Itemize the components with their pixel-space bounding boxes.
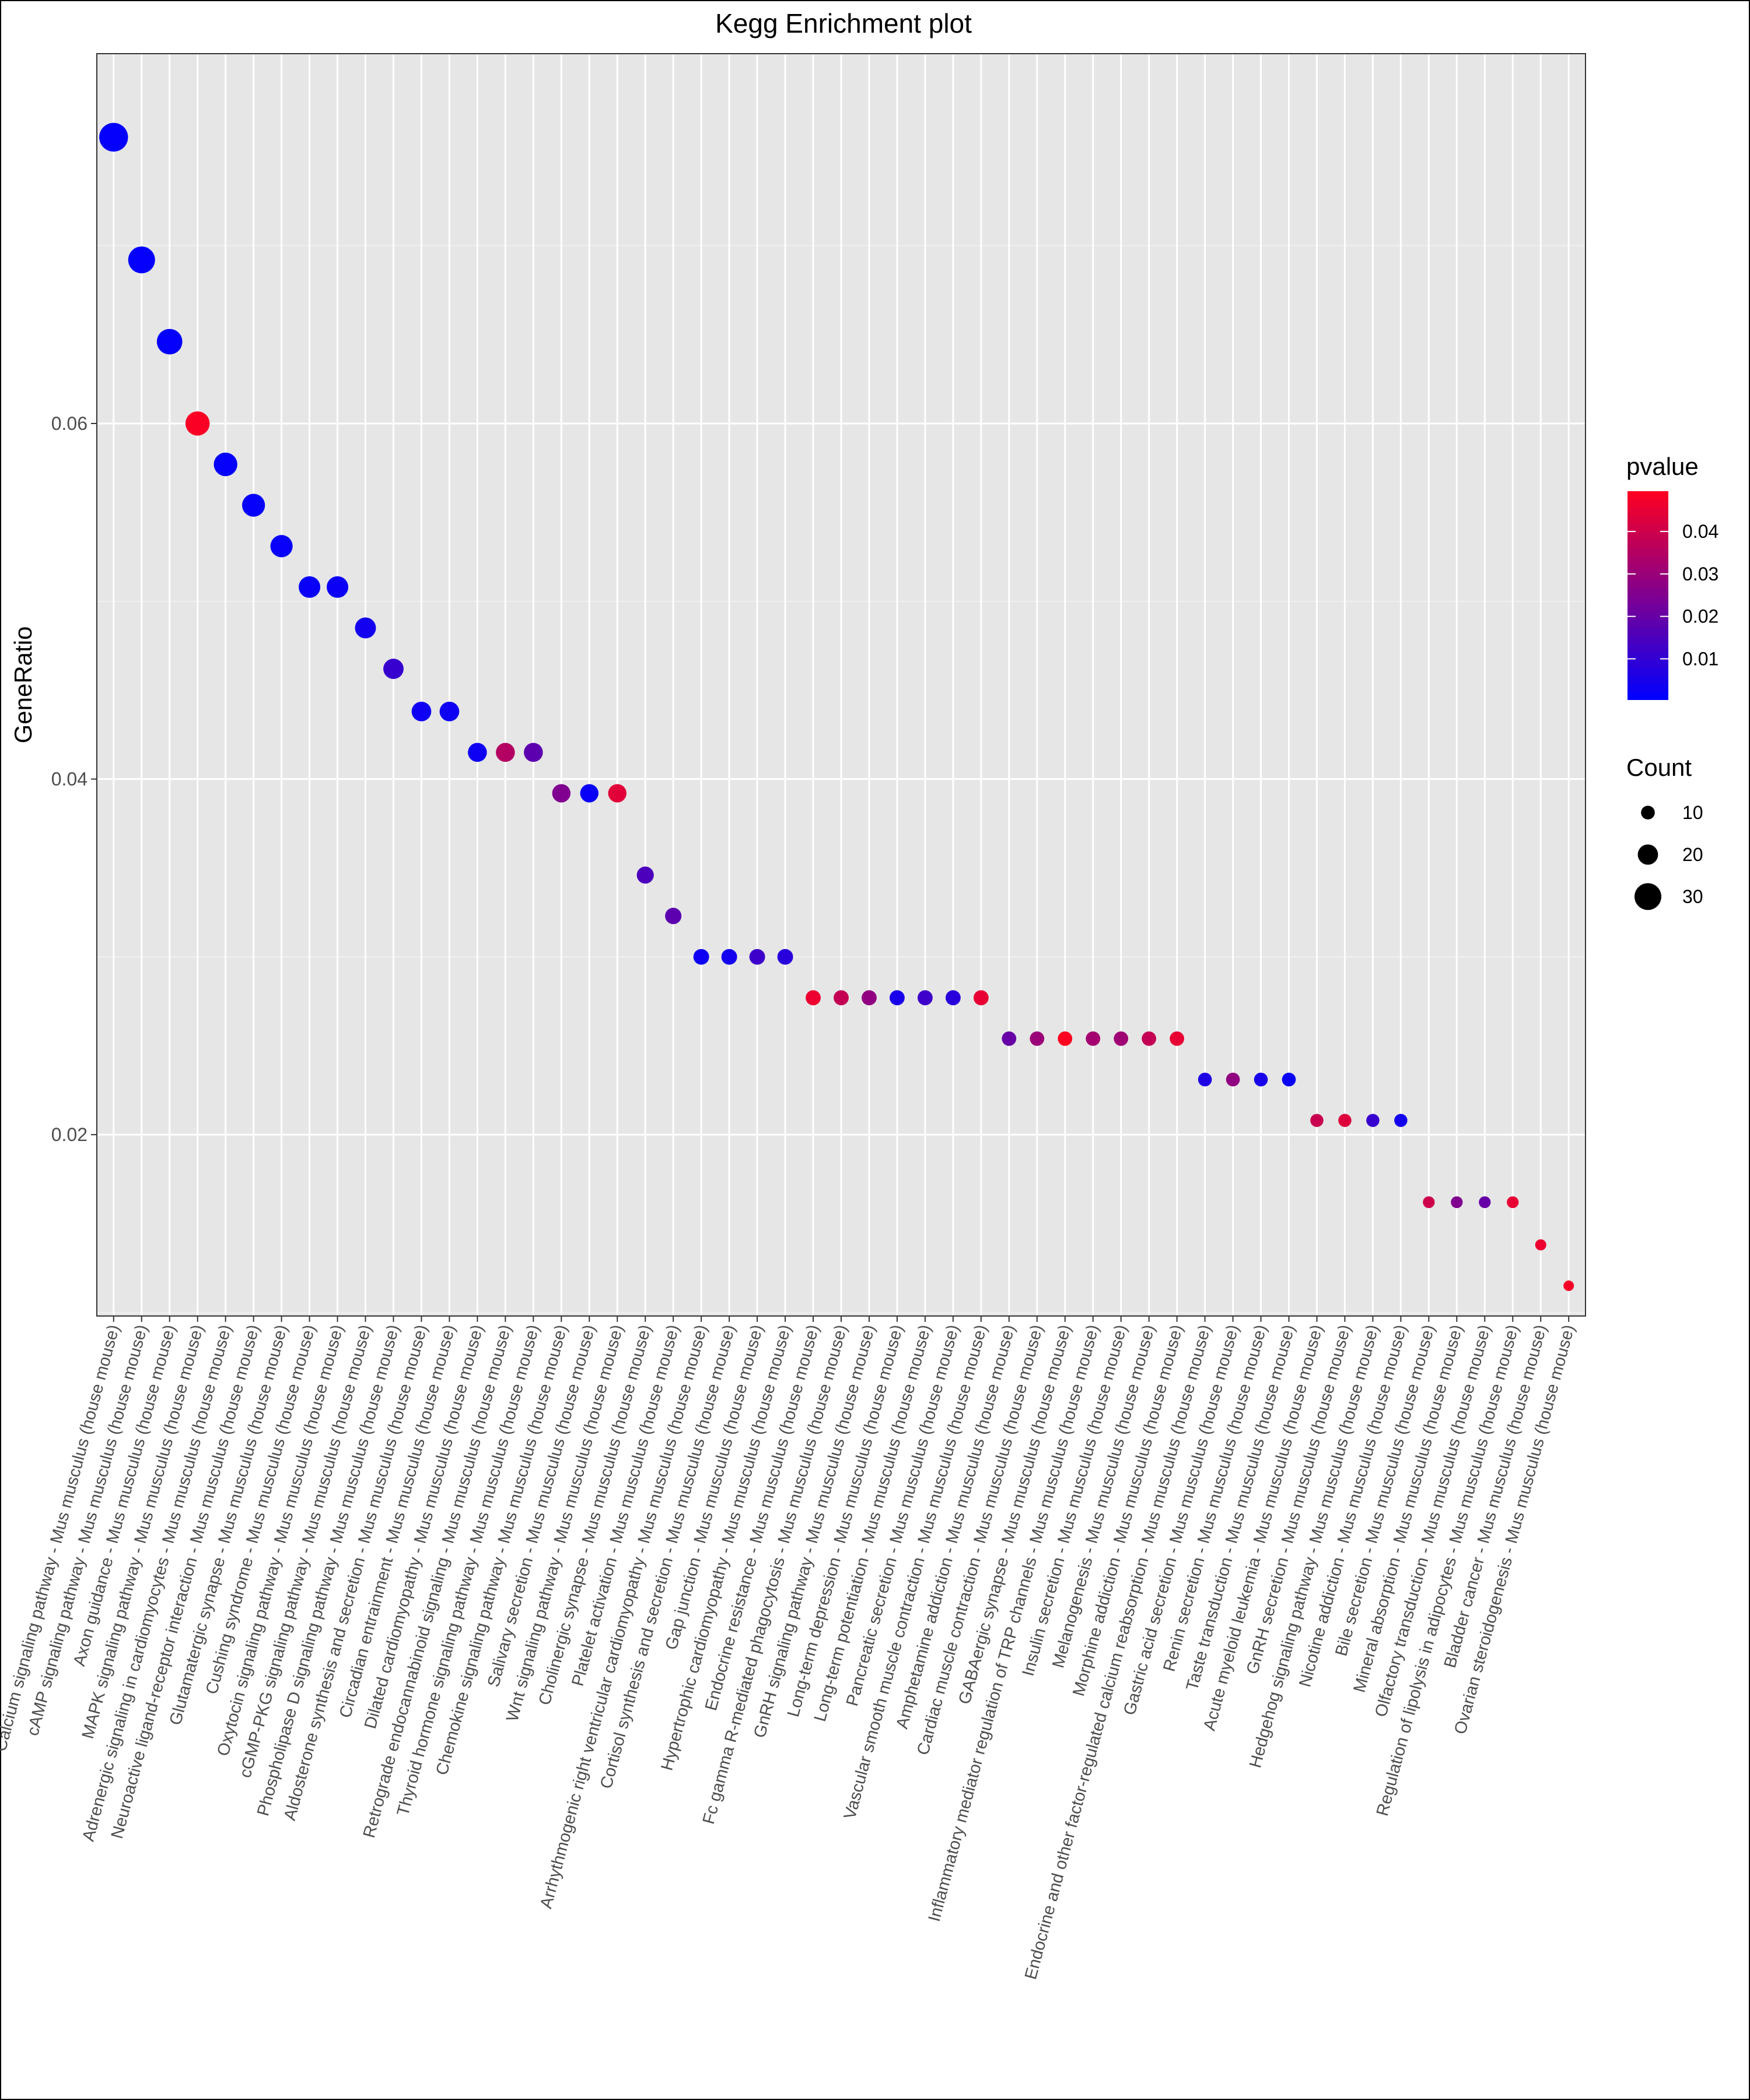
data-point — [1423, 1196, 1435, 1209]
data-point — [1366, 1114, 1380, 1127]
y-tick-label: 0.02 — [51, 1124, 88, 1145]
chart-title: Kegg Enrichment plot — [715, 8, 972, 38]
y-tick-label: 0.04 — [51, 769, 88, 790]
data-point — [665, 908, 682, 925]
data-point — [242, 494, 265, 517]
data-point — [496, 743, 515, 762]
data-point — [1114, 1031, 1129, 1046]
data-point — [1338, 1114, 1352, 1127]
colorbar-tick-label: 0.04 — [1682, 521, 1718, 542]
data-point — [862, 990, 877, 1006]
count-legend-key — [1634, 883, 1661, 910]
pvalue-colorbar-ticks: 0.01 0.02 0.03 0.04 — [1628, 521, 1718, 669]
data-point — [99, 123, 128, 152]
data-point — [552, 784, 571, 803]
count-legend: Count 10 20 30 — [1626, 754, 1703, 910]
data-point — [1394, 1114, 1408, 1127]
data-point — [299, 576, 321, 598]
data-point — [1058, 1031, 1073, 1046]
data-point — [1030, 1031, 1045, 1046]
data-point — [156, 328, 183, 355]
data-point — [524, 743, 543, 762]
data-point — [721, 949, 737, 965]
data-point — [1282, 1072, 1296, 1087]
count-legend-label: 10 — [1682, 802, 1703, 823]
data-point — [1507, 1196, 1519, 1209]
data-point — [1310, 1114, 1324, 1127]
data-point — [1226, 1072, 1240, 1087]
colorbar-tick-label: 0.01 — [1682, 648, 1718, 669]
data-point — [834, 990, 849, 1006]
count-legend-title: Count — [1626, 754, 1692, 781]
data-point — [1142, 1031, 1157, 1046]
data-point — [1535, 1239, 1546, 1251]
data-point — [777, 949, 793, 965]
data-point — [1451, 1196, 1463, 1209]
data-point — [749, 949, 765, 965]
count-legend-key — [1641, 806, 1655, 820]
data-point — [1254, 1072, 1268, 1087]
pvalue-legend-title: pvalue — [1626, 453, 1699, 480]
data-point — [636, 866, 654, 884]
data-point — [185, 411, 210, 436]
data-point — [1002, 1031, 1017, 1046]
y-tick-label: 0.06 — [51, 413, 88, 434]
pvalue-colorbar — [1628, 491, 1668, 700]
data-point — [1086, 1031, 1101, 1046]
data-point — [270, 535, 293, 558]
data-point — [1170, 1031, 1184, 1046]
y-axis-title: GeneRatio — [9, 626, 37, 744]
data-point — [468, 743, 487, 762]
data-point — [214, 452, 237, 477]
colorbar-tick-label: 0.02 — [1682, 606, 1718, 627]
data-point — [383, 659, 404, 679]
count-legend-label: 20 — [1682, 844, 1703, 865]
data-point — [890, 990, 905, 1006]
data-point — [917, 990, 933, 1006]
y-axis-ticks: 0.02 0.04 0.06 — [51, 413, 97, 1145]
data-point — [693, 949, 709, 965]
data-points — [99, 123, 1574, 1292]
data-point — [580, 784, 598, 803]
data-point — [355, 617, 376, 639]
data-point — [327, 576, 349, 598]
x-axis-ticks: Calcium signaling pathway - Mus musculus… — [0, 1316, 1578, 1982]
data-point — [608, 784, 626, 803]
data-point — [411, 701, 432, 722]
data-point — [1198, 1072, 1212, 1087]
major-gridlines — [97, 54, 1586, 1316]
count-legend-label: 30 — [1682, 886, 1703, 907]
data-point — [128, 246, 155, 274]
data-point — [439, 701, 460, 722]
data-point — [945, 990, 961, 1006]
colorbar-tick-label: 0.03 — [1682, 564, 1718, 584]
data-point — [973, 990, 989, 1006]
pvalue-legend: pvalue 0.01 0.02 0.03 0.04 — [1626, 453, 1718, 700]
count-legend-key — [1637, 844, 1658, 865]
data-point — [1479, 1196, 1491, 1209]
data-point — [1563, 1280, 1574, 1292]
data-point — [806, 990, 821, 1006]
